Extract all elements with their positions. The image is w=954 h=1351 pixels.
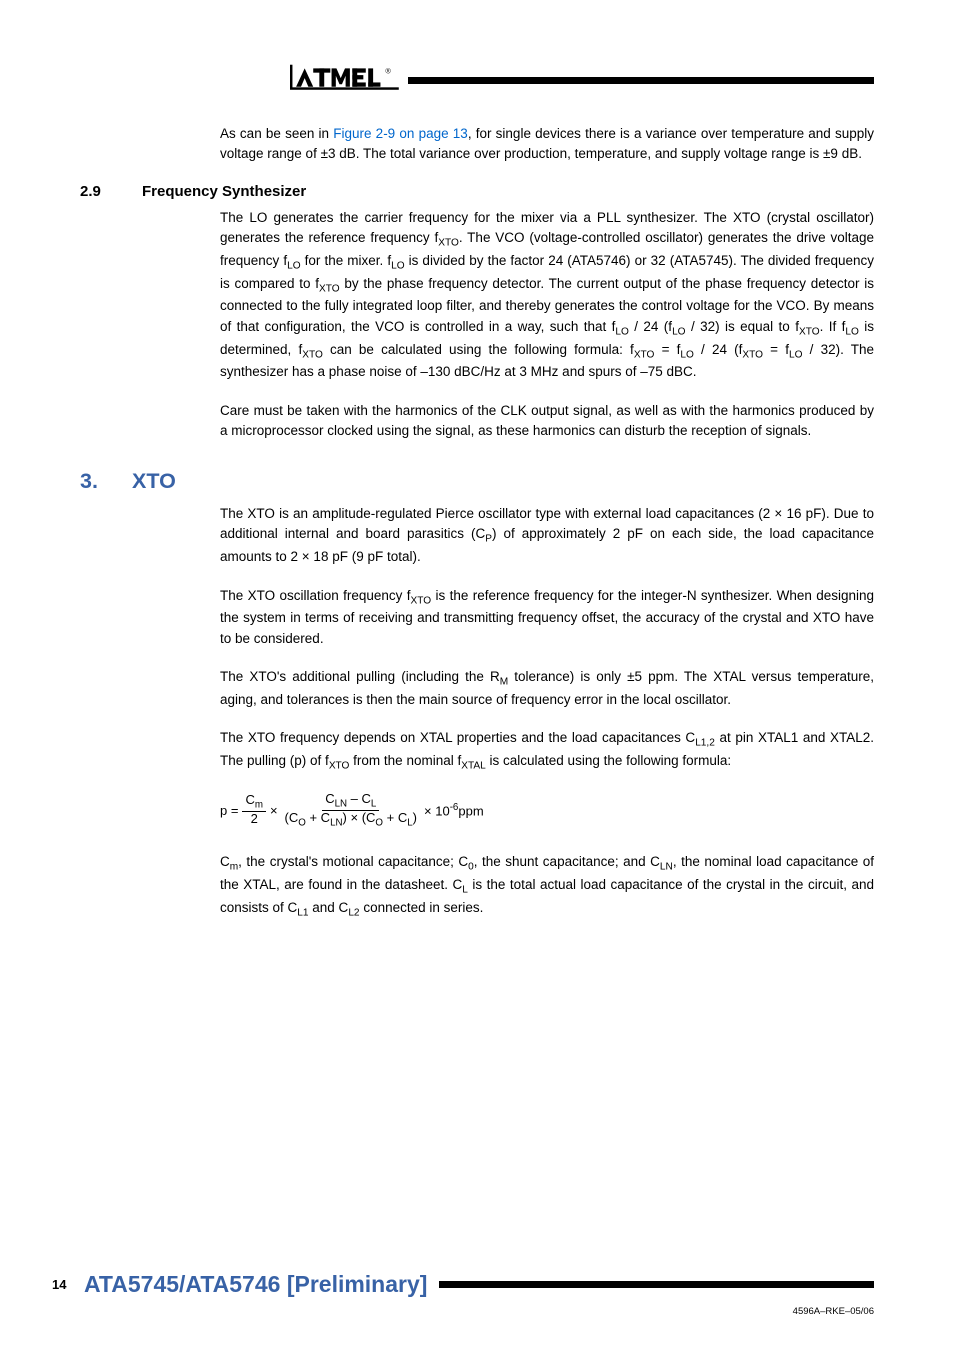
header-logo-row: ® [290, 60, 874, 100]
formula-times1: × [270, 803, 278, 818]
section-2-9-heading: 2.9 Frequency Synthesizer [80, 183, 874, 200]
section-title: Frequency Synthesizer [142, 183, 306, 200]
footer-rule [439, 1281, 874, 1288]
formula-p-eq: p = [220, 803, 238, 818]
svg-text:®: ® [385, 66, 391, 75]
page-number: 14 [52, 1277, 84, 1292]
formula-frac2: CLN – CL (CO + CLN) × (CO + CL) [282, 792, 420, 829]
page-footer: 14 ATA5745/ATA5746 [Preliminary] 4596A–R… [52, 1271, 874, 1317]
sec3-para1: The XTO is an amplitude-regulated Pierce… [220, 504, 874, 567]
formula-tail: × 10-6ppm [424, 802, 484, 818]
sec3-para4: The XTO frequency depends on XTAL proper… [220, 728, 874, 774]
section-number: 2.9 [80, 183, 142, 200]
sec3-para5: Cm, the crystal's motional capacitance; … [220, 852, 874, 921]
h1-title: XTO [132, 469, 176, 494]
sec29-para2: Care must be taken with the harmonics of… [220, 401, 874, 442]
sec29-para1: The LO generates the carrier frequency f… [220, 208, 874, 383]
h1-number: 3. [80, 469, 132, 494]
doc-title: ATA5745/ATA5746 [Preliminary] [84, 1271, 427, 1298]
pulling-formula: p = Cm 2 × CLN – CL (CO + CLN) × (CO + C… [220, 792, 874, 829]
footer-doc-id: 4596A–RKE–05/06 [52, 1306, 874, 1317]
header-rule [408, 77, 874, 84]
sec3-para2: The XTO oscillation frequency fXTO is th… [220, 586, 874, 649]
sec3-para3: The XTO's additional pulling (including … [220, 667, 874, 710]
section-3-heading: 3. XTO [80, 469, 874, 494]
formula-frac1: Cm 2 [242, 793, 266, 827]
intro-paragraph: As can be seen in Figure 2-9 on page 13,… [220, 124, 874, 165]
atmel-logo: ® [290, 60, 400, 100]
